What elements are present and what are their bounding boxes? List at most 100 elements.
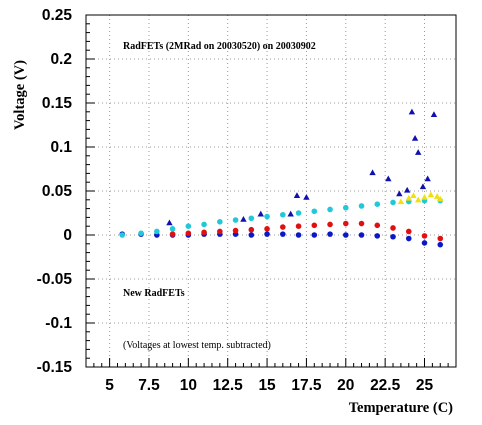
data-point <box>342 204 349 211</box>
data-point <box>437 235 444 242</box>
data-point <box>408 108 416 115</box>
y-tick-label: 0.15 <box>42 95 73 112</box>
data-point <box>264 213 270 220</box>
y-tick-label: 0.2 <box>50 51 72 68</box>
series-1 <box>169 220 444 242</box>
data-point <box>421 240 428 246</box>
data-point <box>293 192 301 198</box>
x-tick-label: 22.5 <box>370 377 401 394</box>
tick-marks <box>86 14 449 368</box>
data-point <box>390 199 396 206</box>
data-point <box>437 195 444 202</box>
x-tick-label: 17.5 <box>291 377 322 394</box>
data-point <box>411 135 419 141</box>
data-point <box>311 208 318 215</box>
new-radfets-annotation: New RadFETs <box>123 288 185 299</box>
data-point <box>358 220 365 227</box>
data-point <box>201 221 207 228</box>
data-point <box>374 201 381 207</box>
data-point <box>374 233 381 239</box>
data-point <box>166 219 173 226</box>
data-point <box>119 232 126 238</box>
x-tick-label: 15 <box>258 377 276 394</box>
data-point <box>295 232 302 238</box>
x-tick-label: 25 <box>416 377 434 394</box>
data-point <box>185 230 192 237</box>
data-point <box>311 222 318 229</box>
data-point <box>421 233 428 239</box>
data-point <box>280 211 286 218</box>
data-point <box>405 235 412 242</box>
x-tick-label: 5 <box>105 377 114 394</box>
data-point <box>232 227 239 234</box>
data-point <box>396 190 403 197</box>
data-point <box>280 224 286 230</box>
data-point <box>405 194 412 201</box>
data-point <box>374 222 381 229</box>
x-tick-label: 12.5 <box>213 377 244 394</box>
data-point <box>430 111 438 117</box>
series-4 <box>166 108 438 226</box>
data-point <box>433 193 441 199</box>
data-point <box>390 233 396 240</box>
data-point <box>248 232 255 238</box>
data-point <box>327 206 333 213</box>
chart-title-annotation: RadFETs (2MRad on 20030520) on 20030902 <box>123 41 316 52</box>
data-point <box>419 183 427 190</box>
data-point <box>403 186 411 193</box>
data-point <box>358 203 365 209</box>
y-tick-label: -0.1 <box>45 315 72 332</box>
y-tick-label: -0.15 <box>37 359 73 376</box>
data-point <box>287 210 294 217</box>
data-point <box>264 231 270 237</box>
data-point <box>169 231 176 237</box>
x-tick-label: 7.5 <box>138 377 160 394</box>
data-point <box>154 228 160 235</box>
y-tick-label: 0.05 <box>42 183 73 200</box>
data-point <box>248 226 255 233</box>
data-point <box>240 215 247 222</box>
series-3 <box>397 191 444 205</box>
data-point <box>248 215 255 222</box>
data-point <box>217 219 223 225</box>
data-point <box>217 228 223 235</box>
data-point <box>358 232 365 238</box>
data-point <box>257 210 264 217</box>
y-tick-label: 0 <box>63 227 72 244</box>
y-axis-title: Voltage (V) <box>12 60 28 130</box>
data-point <box>427 191 435 198</box>
data-point <box>185 223 192 229</box>
data-point <box>397 198 405 205</box>
data-point <box>169 226 176 232</box>
data-point <box>201 229 207 236</box>
data-point <box>415 196 422 203</box>
data-point <box>415 149 422 155</box>
data-point <box>311 232 318 238</box>
data-point <box>303 193 310 200</box>
x-tick-label: 10 <box>180 377 197 394</box>
data-point <box>342 220 349 227</box>
data-point <box>437 241 444 248</box>
data-point <box>138 230 144 237</box>
data-point <box>295 210 302 216</box>
data-point <box>327 231 333 237</box>
data-point <box>405 228 412 235</box>
data-point <box>280 231 286 237</box>
data-point <box>295 223 302 229</box>
x-tick-label: 20 <box>337 377 354 394</box>
data-point <box>264 226 270 232</box>
data-point <box>342 232 349 238</box>
data-point <box>232 217 239 223</box>
y-tick-label: -0.05 <box>37 271 73 288</box>
tick-labels: 5 7.5 10 12.5 15 17.5 20 22.5 25 0.25 0.2 0.15 0.1 0.… <box>37 7 434 394</box>
y-tick-label: 0.1 <box>50 139 72 156</box>
x-axis-title: Temperature (C) <box>349 400 453 416</box>
data-point <box>410 192 417 198</box>
data-point <box>369 169 376 176</box>
data-point <box>390 225 396 231</box>
data-point <box>327 221 333 228</box>
data-point <box>421 193 428 200</box>
data-point <box>424 175 431 182</box>
